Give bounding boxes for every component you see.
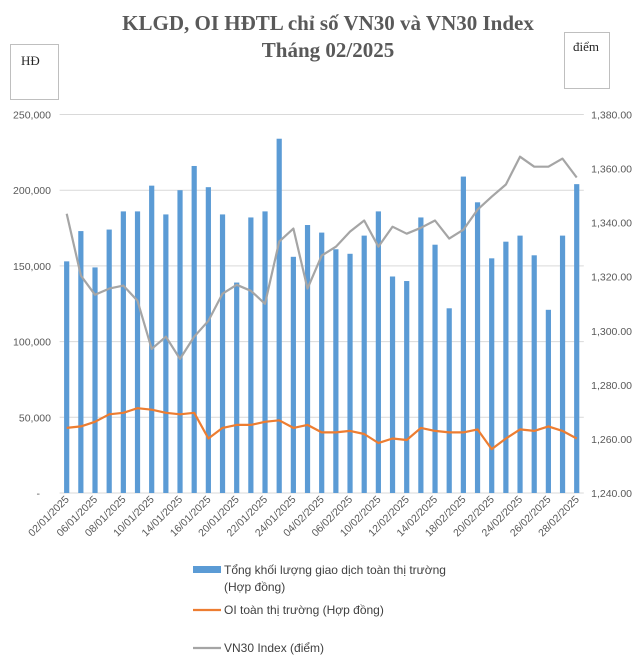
bar [375,211,381,493]
lines [65,155,578,451]
y-left-tick-label: 150,000 [13,261,51,273]
y-left-tick-label: 200,000 [13,185,51,197]
legend-label-volume-line2: (Hợp đồng) [224,580,285,594]
bar [503,241,509,493]
legend-label-vn30: VN30 Index (điểm) [224,641,324,655]
bar [262,211,268,493]
bar [219,214,226,493]
bar [559,235,566,493]
right-unit-label: điểm [573,39,599,54]
bar [404,281,410,493]
y-right-tick-label: 1,240.00 [591,488,632,500]
legend-label-volume: Tổng khối lượng giao dịch toàn thị trườn… [224,563,446,577]
bar [460,176,466,493]
bar [92,267,98,493]
bar [418,217,424,493]
bar [545,309,551,493]
bar [347,253,353,493]
bars-volume [64,138,580,494]
bar [474,202,481,493]
bar [304,225,311,493]
y-right-tick-label: 1,260.00 [591,434,632,446]
bar [177,190,183,493]
y-left-tick-label: 100,000 [13,337,51,349]
bar [205,187,211,493]
bar [276,138,282,493]
bar [446,308,452,493]
legend-label-oi: OI toàn thị trường (Hợp đồng) [224,603,384,617]
bar [531,255,537,493]
bar [64,261,70,493]
chart-title: KLGD, OI HĐTL chỉ số VN30 và VN30 Index [122,11,534,35]
chart-subtitle: Tháng 02/2025 [262,38,394,62]
bar [234,282,240,493]
oi-line [66,407,578,451]
right-unit-box: điểm [564,32,610,89]
bar [333,249,339,493]
y-left-tick-label: 250,000 [13,110,51,122]
vn30-index-line [65,155,578,360]
y-right-tick-label: 1,380.00 [591,110,632,122]
legend-swatch-volume [193,566,221,573]
y-right-tick-label: 1,280.00 [591,380,632,392]
bar [134,211,141,493]
bar [517,235,523,493]
bar [489,258,495,493]
y-axis-right: 1,240.00 1,260.00 1,280.00 1,300.00 1,320.00… [591,110,632,501]
y-right-tick-label: 1,360.00 [591,164,632,176]
bar [248,217,254,493]
bar [106,229,112,493]
y-axis-left: - 50,000 100,000 150,000 200,000 250,000 [13,110,51,501]
bar [319,232,325,494]
bar [432,244,438,493]
left-unit-box: HĐ [10,44,59,100]
y-right-tick-label: 1,300.00 [591,326,632,338]
y-left-tick-label: 50,000 [19,412,51,424]
legend: Tổng khối lượng giao dịch toàn thị trườn… [193,563,446,655]
bar [574,184,580,494]
y-right-tick-label: 1,340.00 [591,218,632,230]
bar [290,256,296,493]
bar [163,214,169,493]
bar [78,231,84,493]
bar [389,276,396,493]
left-unit-label: HĐ [21,53,40,68]
bar [120,211,126,493]
y-left-tick-label: - [37,488,41,500]
bar [149,185,155,493]
bar [191,165,197,493]
x-axis-labels: 02/01/202506/01/202508/01/202510/01/2025… [26,494,582,540]
y-right-tick-label: 1,320.00 [591,272,632,284]
bar [361,235,367,493]
